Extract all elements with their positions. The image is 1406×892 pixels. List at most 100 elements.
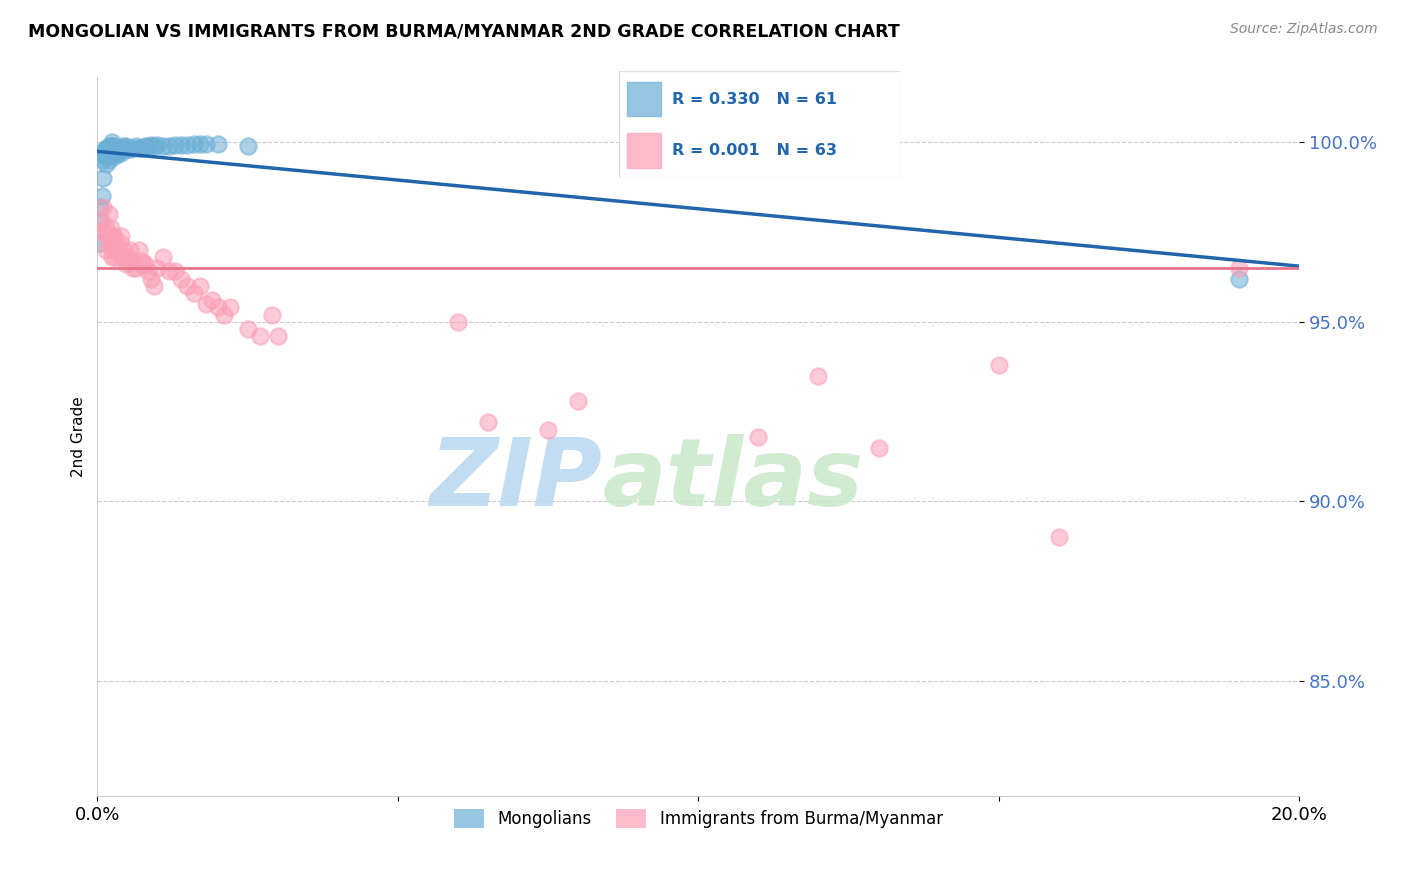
- Point: [218, 301, 240, 315]
- Bar: [627, 82, 661, 116]
- Point: [97, 149, 120, 163]
- Point: [212, 308, 235, 322]
- Point: [868, 441, 890, 455]
- Point: [1227, 271, 1250, 285]
- Point: [101, 228, 124, 243]
- Point: [200, 293, 222, 308]
- Point: [159, 138, 181, 153]
- Point: [96, 149, 118, 163]
- Point: [176, 137, 198, 152]
- Point: [807, 368, 830, 383]
- Text: R = 0.001   N = 63: R = 0.001 N = 63: [672, 143, 837, 158]
- Point: [131, 257, 153, 271]
- Point: [987, 358, 1010, 372]
- Point: [93, 145, 115, 160]
- Point: [134, 257, 156, 271]
- Point: [194, 297, 217, 311]
- Point: [194, 137, 217, 152]
- Point: [188, 137, 211, 152]
- Point: [122, 260, 145, 275]
- Point: [97, 145, 120, 160]
- Point: [108, 235, 131, 250]
- Point: [170, 271, 193, 285]
- Point: [122, 253, 145, 268]
- Point: [98, 145, 121, 160]
- Point: [170, 137, 193, 152]
- Point: [100, 138, 122, 153]
- Point: [111, 138, 134, 153]
- Text: Source: ZipAtlas.com: Source: ZipAtlas.com: [1230, 22, 1378, 37]
- Point: [98, 235, 121, 250]
- Point: [183, 136, 205, 151]
- Text: R = 0.330   N = 61: R = 0.330 N = 61: [672, 92, 837, 107]
- Point: [93, 142, 115, 156]
- Point: [93, 171, 115, 186]
- Point: [236, 138, 259, 153]
- Point: [115, 257, 138, 271]
- Point: [117, 142, 139, 156]
- Point: [100, 221, 122, 235]
- Point: [128, 243, 150, 257]
- Point: [447, 315, 470, 329]
- Point: [159, 264, 181, 278]
- Point: [98, 207, 121, 221]
- Point: [104, 250, 127, 264]
- Point: [143, 138, 166, 153]
- Point: [146, 138, 169, 153]
- Point: [176, 278, 198, 293]
- Point: [207, 136, 229, 151]
- Point: [98, 138, 121, 153]
- Point: [108, 142, 131, 156]
- Point: [98, 142, 121, 156]
- Point: [260, 308, 283, 322]
- Point: [105, 145, 128, 160]
- Point: [115, 138, 138, 153]
- Point: [100, 145, 122, 160]
- Point: [207, 301, 229, 315]
- Point: [165, 264, 187, 278]
- Point: [747, 430, 769, 444]
- Point: [104, 235, 127, 250]
- Point: [1227, 260, 1250, 275]
- Point: [111, 243, 134, 257]
- Point: [101, 135, 124, 149]
- Point: [96, 221, 118, 235]
- Point: [152, 250, 174, 264]
- Point: [120, 243, 142, 257]
- Point: [128, 140, 150, 154]
- Y-axis label: 2nd Grade: 2nd Grade: [72, 396, 86, 477]
- Point: [91, 189, 114, 203]
- Point: [138, 139, 160, 153]
- Point: [93, 153, 115, 167]
- Point: [125, 260, 148, 275]
- Point: [104, 149, 127, 163]
- Point: [107, 243, 129, 257]
- Point: [236, 322, 259, 336]
- Point: [93, 200, 115, 214]
- Point: [89, 235, 111, 250]
- Point: [134, 138, 156, 153]
- Point: [98, 153, 121, 167]
- Legend: Mongolians, Immigrants from Burma/Myanmar: Mongolians, Immigrants from Burma/Myanma…: [447, 802, 949, 835]
- Bar: [627, 134, 661, 168]
- Point: [112, 140, 135, 154]
- Point: [89, 200, 111, 214]
- Point: [96, 156, 118, 170]
- Point: [98, 149, 121, 163]
- Point: [101, 145, 124, 160]
- Point: [103, 140, 125, 154]
- Point: [110, 145, 132, 160]
- Point: [89, 214, 111, 228]
- Point: [117, 250, 139, 264]
- Point: [104, 142, 127, 156]
- Point: [101, 243, 124, 257]
- Point: [103, 228, 125, 243]
- Point: [152, 138, 174, 153]
- Point: [112, 250, 135, 264]
- Point: [101, 250, 124, 264]
- Point: [103, 138, 125, 153]
- Text: MONGOLIAN VS IMMIGRANTS FROM BURMA/MYANMAR 2ND GRADE CORRELATION CHART: MONGOLIAN VS IMMIGRANTS FROM BURMA/MYANM…: [28, 22, 900, 40]
- Point: [107, 142, 129, 156]
- Point: [120, 142, 142, 156]
- Point: [97, 228, 120, 243]
